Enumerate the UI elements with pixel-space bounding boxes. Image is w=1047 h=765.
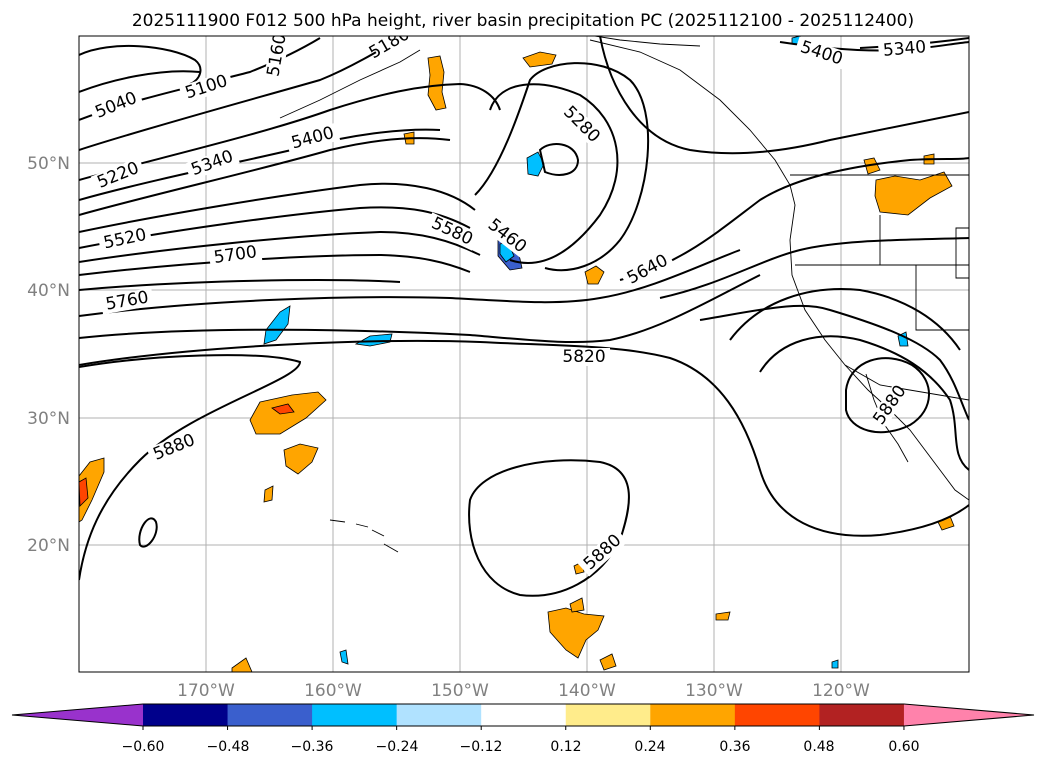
precip-patch bbox=[283, 443, 319, 475]
colorbar-segment bbox=[143, 704, 229, 726]
colorbar-segment bbox=[819, 704, 905, 726]
precip-patch bbox=[526, 151, 545, 177]
contour-5400 bbox=[79, 137, 451, 216]
colorbar-tick-label: −0.12 bbox=[460, 739, 503, 755]
contour-5700 bbox=[79, 279, 401, 291]
contour-5760-right bbox=[699, 304, 969, 421]
contour-5280 bbox=[489, 83, 619, 264]
contour-5460-right bbox=[599, 36, 969, 155]
map-panel: 5040 5100 5160 5180 5220 5340 5400 5520 … bbox=[78, 35, 970, 673]
contour-label: 5820 bbox=[562, 347, 605, 367]
precip-patch bbox=[271, 403, 295, 415]
longitude-labels: 170°W 160°W 150°W 140°W 130°W 120°W bbox=[177, 681, 870, 701]
colorbar-segment bbox=[481, 704, 567, 726]
contour-5760 bbox=[79, 249, 741, 317]
colorbar-tick-label: 0.60 bbox=[888, 739, 919, 755]
aleutian-islands bbox=[279, 49, 421, 119]
contour-5820-right bbox=[759, 335, 969, 471]
lon-label: 130°W bbox=[685, 681, 743, 701]
lon-label: 160°W bbox=[304, 681, 362, 701]
state-border bbox=[955, 227, 969, 279]
map-frame bbox=[78, 35, 970, 673]
colorbar-segment bbox=[396, 704, 482, 726]
precip-patch bbox=[231, 657, 253, 672]
contour-5580 bbox=[79, 230, 481, 263]
coastlines bbox=[279, 36, 969, 553]
colorbar-tick-label: 0.12 bbox=[550, 739, 581, 755]
contour-5880-left bbox=[79, 354, 302, 581]
lat-label: 50°N bbox=[27, 154, 70, 174]
colorbar-segment bbox=[903, 704, 1034, 726]
height-contours bbox=[79, 36, 969, 597]
contour-5640-right bbox=[619, 157, 969, 281]
colorbar-tick-label: −0.48 bbox=[207, 739, 250, 755]
hawaiian-islands bbox=[329, 519, 399, 553]
contour-5280-inner bbox=[538, 143, 580, 176]
colorbar-tick-label: 0.48 bbox=[803, 739, 834, 755]
contour-5700-right bbox=[659, 237, 969, 299]
lon-label: 150°W bbox=[431, 681, 489, 701]
colorbar-segment bbox=[650, 704, 736, 726]
us-mexico-border bbox=[844, 364, 969, 401]
precip-patch bbox=[599, 653, 617, 671]
colorbar-tick-label: −0.60 bbox=[122, 739, 165, 755]
colorbar-segment bbox=[227, 704, 313, 726]
contour-5820 bbox=[79, 339, 969, 537]
precip-patch bbox=[569, 597, 585, 613]
precip-patch bbox=[263, 305, 291, 345]
colorbar-tick-label: −0.36 bbox=[291, 739, 334, 755]
precip-patch bbox=[715, 611, 731, 621]
lat-label: 30°N bbox=[27, 409, 70, 429]
latitude-labels: 50°N 40°N 30°N 20°N bbox=[27, 154, 70, 556]
contour-5880-closed-low bbox=[845, 357, 930, 434]
north-america-coast bbox=[589, 39, 969, 501]
precip-patch bbox=[863, 157, 881, 175]
precip-patch bbox=[584, 265, 605, 285]
precip-patch bbox=[522, 51, 557, 68]
colorbar bbox=[11, 703, 1035, 730]
colorbar-segment bbox=[734, 704, 820, 726]
map-background bbox=[79, 36, 969, 672]
precip-patch bbox=[263, 485, 274, 503]
lat-label: 20°N bbox=[27, 536, 70, 556]
precip-patch bbox=[339, 649, 349, 665]
precip-patch bbox=[831, 659, 839, 669]
lon-label: 170°W bbox=[177, 681, 235, 701]
precip-patch bbox=[427, 55, 447, 111]
lat-label: 40°N bbox=[27, 281, 70, 301]
contour-5040 bbox=[79, 44, 202, 85]
contour-5640 bbox=[79, 253, 471, 276]
contour-5280-outer bbox=[79, 82, 501, 181]
precipitation-shading bbox=[79, 36, 955, 672]
colorbar-segment bbox=[12, 704, 143, 726]
contour-5100 bbox=[79, 70, 201, 93]
colorbar-tick-label: 0.36 bbox=[719, 739, 750, 755]
contour-label: 5340 bbox=[882, 37, 927, 61]
colorbar-tick-label: 0.24 bbox=[634, 739, 665, 755]
colorbar-tick-label: −0.24 bbox=[376, 739, 419, 755]
contour-5760-rr bbox=[729, 288, 961, 351]
lon-label: 140°W bbox=[558, 681, 616, 701]
contour-5820-a bbox=[79, 274, 761, 344]
precip-patch bbox=[79, 477, 89, 507]
state-border bbox=[915, 265, 969, 331]
alaska-coast bbox=[594, 36, 701, 47]
colorbar-segment bbox=[312, 704, 398, 726]
colorbar-segment bbox=[565, 704, 651, 726]
contour-5220 bbox=[79, 37, 401, 151]
contour-5400-loop bbox=[474, 62, 650, 272]
precip-patch bbox=[874, 171, 953, 216]
precip-patch bbox=[354, 333, 393, 347]
lon-label: 120°W bbox=[812, 681, 870, 701]
colorbar-tick-labels: −0.60 −0.48 −0.36 −0.24 −0.12 0.12 0.24 … bbox=[122, 739, 920, 755]
contour-5880-ring bbox=[138, 517, 158, 548]
contour-5460 bbox=[79, 182, 476, 233]
figure-title: 2025111900 F012 500 hPa height, river ba… bbox=[132, 11, 914, 31]
